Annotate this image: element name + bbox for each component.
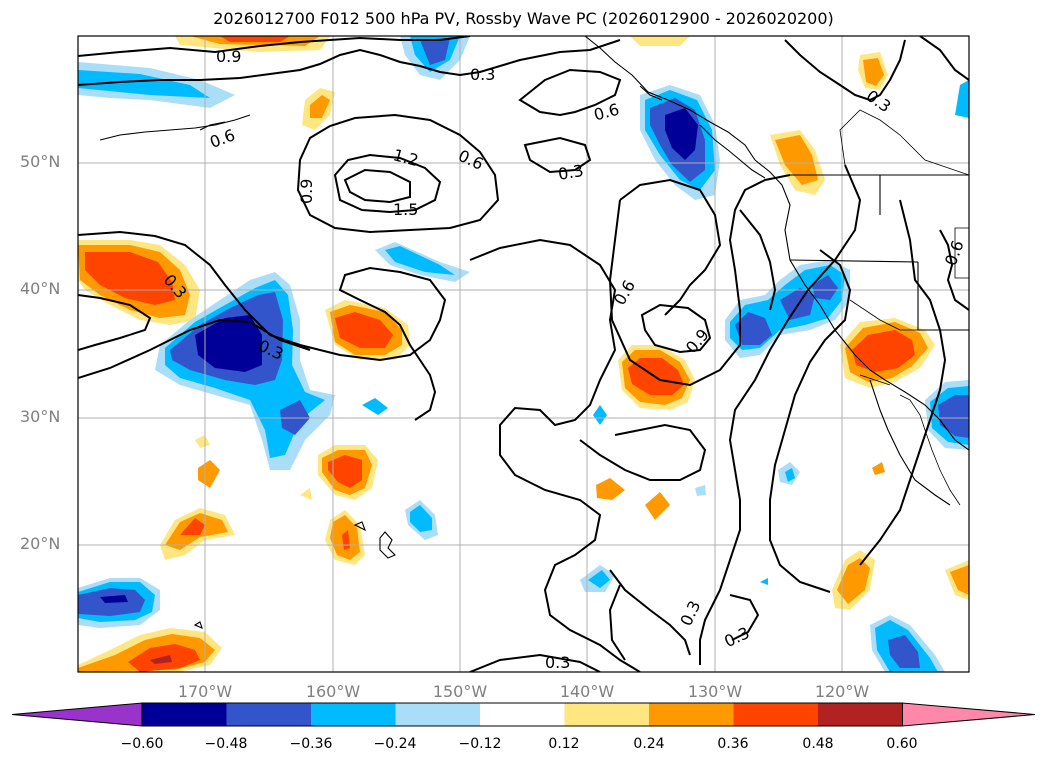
lon-label-160w: 160°W bbox=[305, 682, 361, 701]
colorbar-segment bbox=[480, 703, 566, 726]
colorbar-segment bbox=[226, 703, 312, 726]
colorbar-segment bbox=[142, 703, 228, 726]
coastlines bbox=[99, 36, 969, 629]
lon-label-120w: 120°W bbox=[814, 682, 870, 701]
lon-label-140w: 140°W bbox=[559, 682, 615, 701]
lat-label-50n: 50°N bbox=[20, 152, 61, 171]
lon-label-130w: 130°W bbox=[687, 682, 743, 701]
colorbar-segments bbox=[11, 702, 1036, 727]
colorbar-segment bbox=[395, 703, 481, 726]
colorbar-tick: 0.60 bbox=[886, 736, 918, 752]
colorbar-tick: 0.12 bbox=[548, 736, 580, 752]
contour-label: 0.3 bbox=[545, 653, 570, 672]
colorbar-tick: −0.48 bbox=[204, 736, 248, 752]
colorbar-tick: 0.48 bbox=[802, 736, 834, 752]
lat-label-40n: 40°N bbox=[20, 279, 61, 298]
contour-label: 1.5 bbox=[393, 200, 418, 219]
map-title: 2026012700 F012 500 hPa PV, Rossby Wave … bbox=[213, 9, 834, 28]
lat-label-30n: 30°N bbox=[20, 407, 61, 426]
colorbar-tick: −0.60 bbox=[120, 736, 164, 752]
colorbar-segment bbox=[311, 703, 397, 726]
colorbar-tick: −0.12 bbox=[458, 736, 502, 752]
map-frame bbox=[77, 35, 970, 673]
lat-label-20n: 20°N bbox=[20, 534, 61, 553]
colorbar-tick: −0.24 bbox=[373, 736, 417, 752]
colorbar-segment bbox=[733, 703, 819, 726]
pv-anomaly-fill bbox=[78, 36, 969, 672]
colorbar-extend-low bbox=[11, 702, 143, 727]
contour-label: 0.9 bbox=[297, 179, 316, 204]
colorbar-tick: −0.36 bbox=[289, 736, 333, 752]
colorbar-frame bbox=[141, 702, 903, 727]
colorbar-segment bbox=[649, 703, 735, 726]
colorbar-segment bbox=[564, 703, 650, 726]
contour-label: 0.3 bbox=[557, 161, 585, 184]
lon-label-170w: 170°W bbox=[177, 682, 233, 701]
pv-contours bbox=[78, 36, 969, 672]
lon-label-150w: 150°W bbox=[432, 682, 488, 701]
colorbar-tick: 0.24 bbox=[633, 736, 665, 752]
colorbar-segment bbox=[818, 703, 904, 726]
contour-label: 0.3 bbox=[470, 65, 495, 84]
colorbar-tick: 0.36 bbox=[717, 736, 749, 752]
colorbar-extend-high bbox=[902, 702, 1036, 727]
contour-label: 0.9 bbox=[216, 47, 241, 66]
